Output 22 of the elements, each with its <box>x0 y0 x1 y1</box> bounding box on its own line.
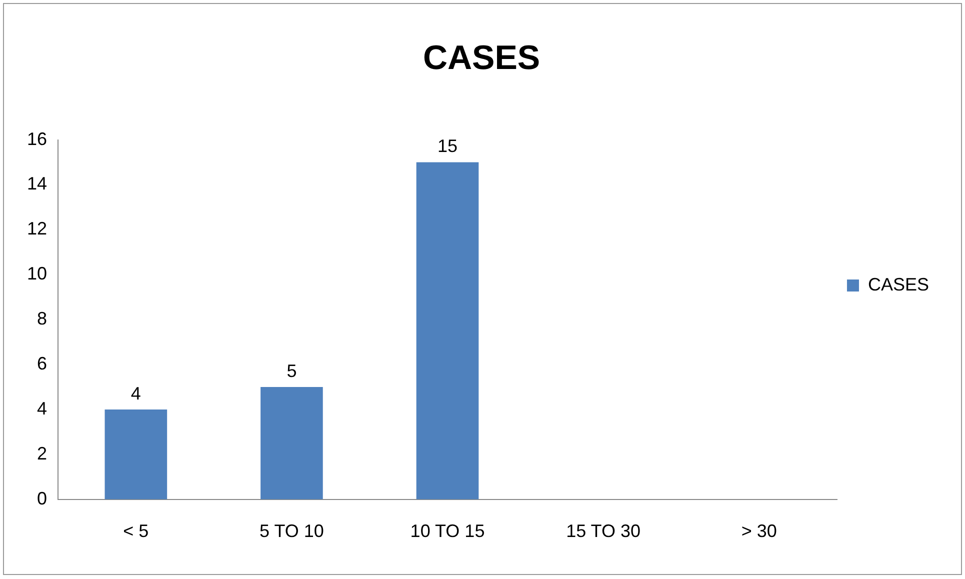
bar <box>104 410 168 500</box>
x-tick-label: > 30 <box>741 521 777 542</box>
legend-label: CASES <box>868 274 930 294</box>
y-tick-label: 12 <box>26 218 48 239</box>
data-label: 4 <box>130 383 141 404</box>
y-tick-label: 16 <box>26 128 48 149</box>
y-tick-label: 4 <box>37 398 48 418</box>
y-tick-label: 8 <box>37 308 48 329</box>
data-label: 5 <box>286 360 297 381</box>
y-tick-label: 14 <box>26 174 48 194</box>
bar <box>260 387 323 500</box>
y-tick-label: 6 <box>37 354 48 374</box>
bar <box>416 162 479 500</box>
y-tick-label: 2 <box>37 443 48 464</box>
x-tick-label: 5 TO 10 <box>260 521 324 542</box>
data-label: 15 <box>437 136 458 156</box>
x-tick-label: 10 TO 15 <box>410 521 485 542</box>
x-tick-label: 15 TO 30 <box>566 521 640 542</box>
x-tick-label: < 5 <box>123 521 149 542</box>
y-tick-label: 0 <box>37 488 48 508</box>
chart-title: CASES <box>422 38 540 77</box>
y-tick-label: 10 <box>26 264 48 284</box>
